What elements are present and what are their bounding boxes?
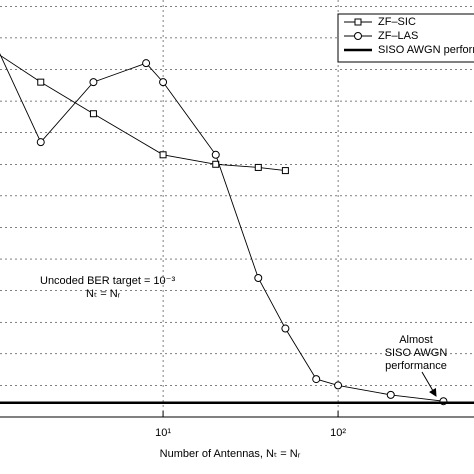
marker	[254, 163, 262, 171]
legend-label: ZF–LAS	[378, 30, 418, 42]
marker	[254, 274, 263, 282]
marker	[36, 138, 45, 147]
x-tick-label: 10²	[330, 427, 346, 439]
legend: ZF–SIC ZF–LAS SISO AWGN performance	[337, 13, 474, 63]
marker	[334, 381, 343, 390]
annotation-arrow	[421, 371, 437, 397]
legend-marker	[354, 32, 362, 40]
series-line	[0, 53, 444, 402]
marker	[89, 78, 98, 87]
marker	[159, 78, 168, 87]
marker	[142, 59, 151, 68]
annotation: Almost	[399, 334, 433, 346]
marker	[281, 324, 290, 333]
legend-marker	[354, 18, 362, 26]
marker	[281, 167, 289, 175]
marker	[37, 78, 45, 86]
marker	[211, 150, 220, 159]
legend-label: SISO AWGN performance	[378, 44, 474, 56]
marker	[89, 110, 97, 118]
annotation: SISO AWGN	[385, 347, 448, 359]
marker	[386, 390, 395, 399]
series-line	[0, 54, 286, 172]
plot-area	[0, 53, 474, 406]
marker	[312, 375, 321, 384]
legend-label: ZF–SIC	[378, 16, 416, 28]
annotation: performance	[385, 360, 447, 372]
annotation: Uncoded BER target = 10⁻³	[40, 275, 175, 287]
marker	[159, 151, 167, 159]
x-tick-label: 10¹	[155, 427, 171, 439]
x-axis-label: Number of Antennas, Nₜ = Nᵣ	[160, 448, 301, 460]
annotation: Nₜ = Nᵣ	[86, 288, 121, 300]
